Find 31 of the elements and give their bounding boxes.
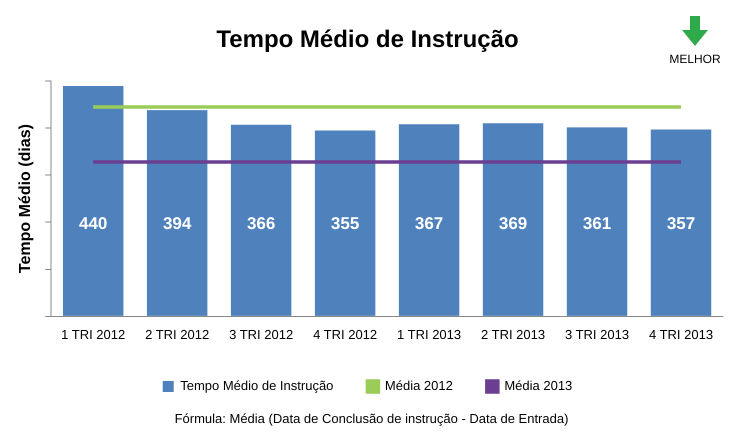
text: MELHOR <box>668 52 722 66</box>
x-tick-label: 4 TRI 2013 <box>648 326 714 342</box>
x-tick-label: 3 TRI 2012 <box>229 326 294 342</box>
data-label: 361 <box>582 214 612 234</box>
x-tick-label: 2 TRI 2012 <box>145 326 210 342</box>
data-label: 369 <box>498 214 528 234</box>
x-tick-label: 1 TRI 2012 <box>61 326 126 342</box>
x-tick-label: 2 TRI 2013 <box>481 326 546 342</box>
legend-label: Tempo Médio de Instrução <box>180 378 334 394</box>
legend-label: Média 2012 <box>384 378 453 394</box>
bar <box>146 110 208 316</box>
bar <box>398 124 460 316</box>
bar <box>650 129 712 316</box>
data-label: 355 <box>330 214 360 234</box>
data-label: 366 <box>246 214 276 234</box>
text: Fórmula: Média (Data de Conclusão de instrução - Data de Entrada) <box>174 411 570 426</box>
bar <box>62 86 124 316</box>
x-tick-label: 3 TRI 2013 <box>564 326 630 342</box>
legend-label: Média 2013 <box>504 378 572 394</box>
data-label: 394 <box>162 214 192 234</box>
bar <box>482 123 544 316</box>
bar <box>230 124 292 316</box>
bar <box>314 130 376 316</box>
x-tick-label: 1 TRI 2013 <box>397 326 462 342</box>
bar <box>566 127 628 316</box>
data-label: 367 <box>414 214 444 234</box>
chart-title: Tempo Médio de Instrução <box>216 26 519 54</box>
x-tick-label: 4 TRI 2012 <box>313 326 378 342</box>
data-label: 357 <box>666 214 696 234</box>
data-label: 440 <box>79 214 108 234</box>
y-axis-title: Tempo Médio (dias) <box>17 124 34 274</box>
